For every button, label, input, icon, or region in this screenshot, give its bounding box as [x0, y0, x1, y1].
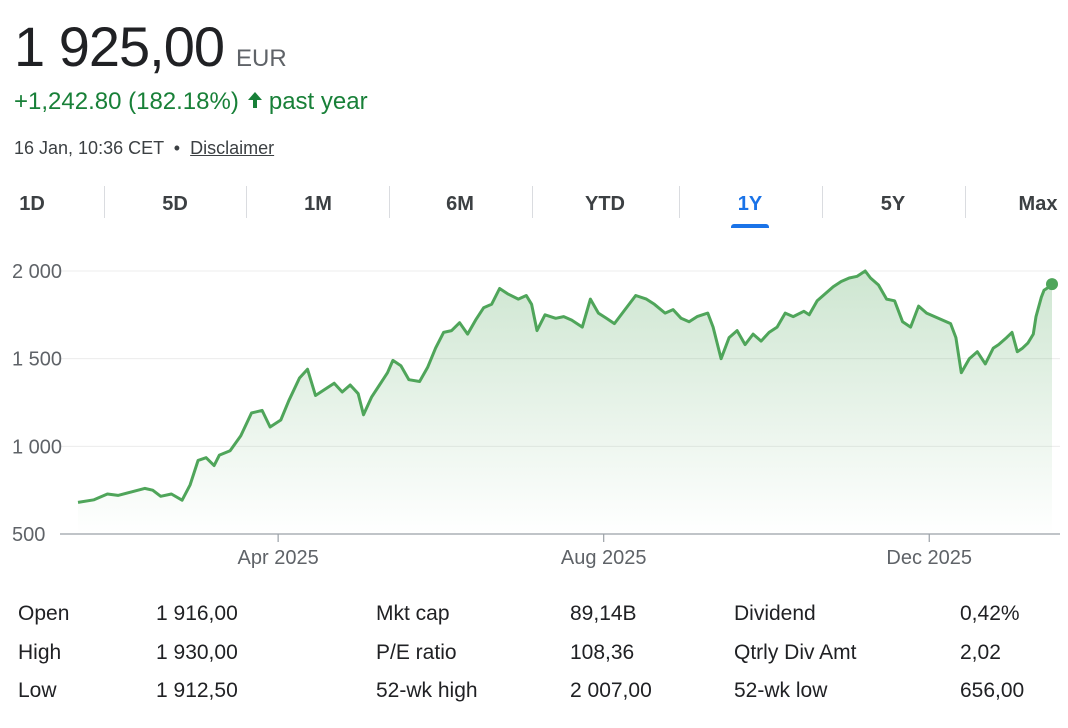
tab-label: Max — [1018, 192, 1058, 215]
tab-divider — [246, 186, 247, 218]
stat-value: 0,42% — [960, 602, 1020, 625]
stat-label: Low — [18, 679, 57, 702]
tab-divider — [822, 186, 823, 218]
tab-divider — [389, 186, 390, 218]
stat-label: Qtrly Div Amt — [734, 640, 857, 664]
latest-price-point — [1046, 278, 1058, 291]
stat-value: 89,14B — [570, 602, 637, 625]
x-tick-label: Apr 2025 — [238, 547, 319, 569]
stat-value: 1 912,50 — [156, 679, 238, 702]
price-change: +1,242.80 (182.18%) past year — [14, 88, 368, 116]
stat-value: 1 930,00 — [156, 640, 238, 664]
price-chart: 500 1 000 1 500 2 000 Apr 2025 Aug 2025 Dec 20… — [12, 261, 1060, 569]
x-tick-label: Aug 2025 — [561, 547, 647, 569]
stat-label: Dividend — [734, 602, 816, 625]
change-period: past year — [268, 88, 368, 115]
x-tick-label: Dec 2025 — [886, 547, 972, 569]
currency-code: EUR — [235, 45, 287, 72]
quote-timestamp: 16 Jan, 10:36 CET — [14, 138, 164, 158]
tab-5y[interactable]: 5Y — [853, 180, 933, 228]
tab-1d[interactable]: 1D — [0, 180, 72, 228]
tab-ytd[interactable]: YTD — [565, 180, 645, 228]
arrow-up-icon — [247, 88, 263, 116]
stat-label: 52-wk high — [376, 679, 478, 702]
y-tick-label: 500 — [12, 524, 45, 546]
tab-label: 1D — [19, 192, 45, 215]
tab-1y[interactable]: 1Y — [710, 180, 790, 228]
stat-value: 108,36 — [570, 640, 635, 664]
y-tick-label: 1 500 — [12, 349, 62, 371]
tab-1m[interactable]: 1M — [278, 180, 358, 228]
stat-value: 2,02 — [960, 640, 1001, 664]
tab-label: YTD — [585, 192, 625, 215]
tab-divider — [965, 186, 966, 218]
stat-label: Open — [18, 602, 70, 625]
tab-label: 1M — [304, 192, 332, 215]
stat-label: High — [18, 640, 62, 664]
tab-max[interactable]: Max — [998, 180, 1068, 228]
disclaimer-link[interactable]: Disclaimer — [190, 138, 275, 158]
stat-value: 1 916,00 — [156, 602, 238, 625]
stat-value: 2 007,00 — [570, 679, 652, 702]
stat-row: Low 1 912,50 52-wk high 2 007,00 52-wk low 65… — [0, 679, 1068, 717]
tab-divider — [104, 186, 105, 218]
active-tab-indicator — [731, 224, 769, 228]
stat-label: 52-wk low — [734, 679, 828, 702]
y-tick-label: 1 000 — [12, 436, 62, 458]
tab-label: 1Y — [737, 192, 763, 215]
tab-label: 6M — [446, 192, 474, 215]
tab-label: 5D — [162, 192, 188, 215]
price-header: 1 925,00 EUR — [14, 14, 287, 79]
tab-divider — [532, 186, 533, 218]
quote-meta: 16 Jan, 10:36 CET • Disclaimer — [14, 138, 274, 159]
meta-separator: • — [173, 138, 181, 158]
stat-row: High 1 930,00 P/E ratio 108,36 Qtrly Div Amt… — [0, 641, 1068, 679]
y-tick-label: 2 000 — [12, 261, 62, 283]
tab-divider — [679, 186, 680, 218]
stat-value: 656,00 — [960, 679, 1025, 702]
price-area-fill — [78, 271, 1052, 534]
tab-5d[interactable]: 5D — [135, 180, 215, 228]
price-line — [77, 269, 1053, 504]
current-price: 1 925,00 — [14, 15, 225, 78]
stat-label: Mkt cap — [376, 602, 450, 625]
tab-6m[interactable]: 6M — [420, 180, 500, 228]
stat-label: P/E ratio — [376, 640, 457, 664]
range-tabs: 1D 5D 1M 6M YTD 1Y 5Y Max — [0, 180, 1068, 228]
stat-row: Open 1 916,00 Mkt cap 89,14B Dividend 0,42% — [0, 602, 1068, 640]
tab-label: 5Y — [880, 192, 906, 215]
change-amount: +1,242.80 (182.18%) — [14, 88, 239, 115]
